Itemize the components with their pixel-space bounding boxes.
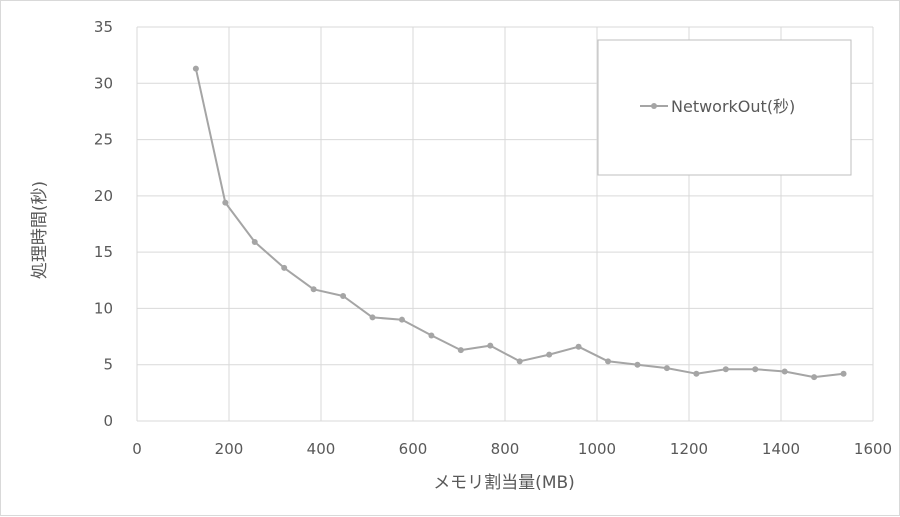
y-tick-label: 35	[94, 18, 113, 36]
data-point	[369, 314, 376, 321]
data-point	[634, 361, 641, 368]
data-point	[516, 358, 523, 365]
legend-box	[597, 39, 852, 176]
y-tick-label: 30	[94, 74, 113, 92]
data-point	[398, 316, 405, 323]
data-point	[222, 199, 229, 206]
y-tick-label: 20	[94, 187, 113, 205]
x-tick-label: 1200	[670, 440, 708, 458]
data-point	[811, 374, 818, 381]
x-axis-title: メモリ割当量(MB)	[433, 473, 575, 493]
data-point	[546, 351, 553, 358]
data-point	[457, 347, 464, 354]
y-tick-label: 25	[94, 131, 113, 149]
x-axis-tick-labels: 0 200 400 600 800 1000 1200 1400 1600	[132, 440, 892, 458]
data-point	[840, 370, 847, 377]
data-point	[722, 366, 729, 373]
data-point	[781, 368, 788, 375]
data-point	[752, 366, 759, 373]
y-tick-label: 5	[103, 356, 113, 374]
x-tick-label: 600	[399, 440, 428, 458]
y-tick-label: 0	[103, 412, 113, 430]
y-tick-label: 10	[94, 299, 113, 317]
data-point	[281, 264, 288, 271]
data-point	[251, 239, 258, 246]
legend-entry-networkout: NetworkOut(秒)	[671, 97, 795, 116]
series-layer	[192, 65, 847, 381]
y-axis-tick-labels: 0 5 10 15 20 25 30 35	[94, 18, 113, 430]
y-axis-title: 処理時間(秒)	[30, 181, 50, 279]
data-point	[605, 358, 612, 365]
x-tick-label: 800	[491, 440, 520, 458]
legend-marker-swatch	[651, 103, 657, 109]
x-tick-label: 200	[215, 440, 244, 458]
legend: NetworkOut(秒)	[597, 39, 852, 176]
x-tick-label: 400	[307, 440, 336, 458]
x-tick-label: 1400	[762, 440, 800, 458]
data-point	[575, 343, 582, 350]
x-tick-label: 0	[132, 440, 142, 458]
data-point	[693, 370, 700, 377]
x-tick-label: 1600	[854, 440, 892, 458]
x-tick-label: 1000	[578, 440, 616, 458]
data-point	[663, 365, 670, 372]
data-point	[428, 332, 435, 339]
data-point	[310, 286, 317, 293]
y-tick-label: 15	[94, 243, 113, 261]
data-point	[192, 65, 199, 72]
data-point	[340, 293, 347, 300]
data-point	[487, 342, 494, 349]
